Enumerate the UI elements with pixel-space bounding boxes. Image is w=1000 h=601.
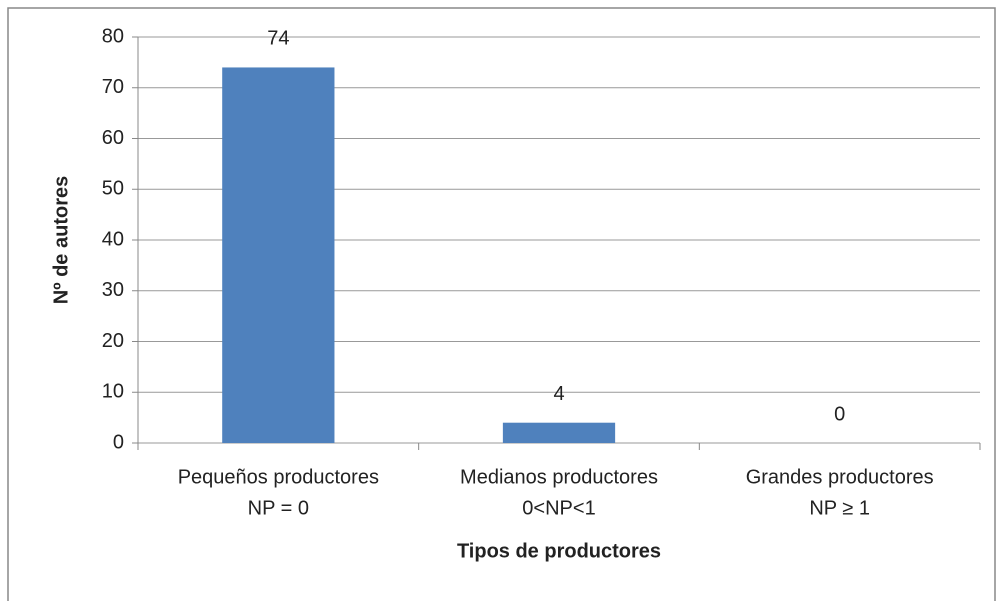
x-tick-label: Pequeños productores — [178, 466, 379, 488]
x-axis-title: Tipos de productores — [457, 540, 661, 562]
y-tick-label: 30 — [102, 279, 124, 301]
bar — [222, 67, 335, 443]
y-axis-title: Nº de autores — [50, 176, 72, 304]
data-label: 0 — [834, 403, 845, 425]
y-tick-label: 20 — [102, 330, 124, 352]
y-tick-label: 50 — [102, 178, 124, 200]
data-label: 74 — [267, 28, 289, 50]
chart-frame — [7, 7, 996, 601]
x-tick-label: 0<NP<1 — [522, 497, 595, 519]
x-tick-label: Medianos productores — [460, 466, 658, 488]
x-tick-label: Grandes productores — [746, 466, 934, 488]
y-tick-label: 70 — [102, 76, 124, 98]
y-tick-label: 0 — [113, 431, 124, 453]
bar — [502, 422, 616, 443]
y-tick-label: 60 — [102, 127, 124, 149]
y-tick-label: 40 — [102, 228, 124, 250]
x-tick-label: NP = 0 — [248, 497, 309, 519]
y-tick-label: 10 — [102, 381, 124, 403]
x-tick-label: NP ≥ 1 — [809, 497, 870, 519]
data-label: 4 — [553, 383, 564, 405]
y-tick-label: 80 — [102, 25, 124, 47]
